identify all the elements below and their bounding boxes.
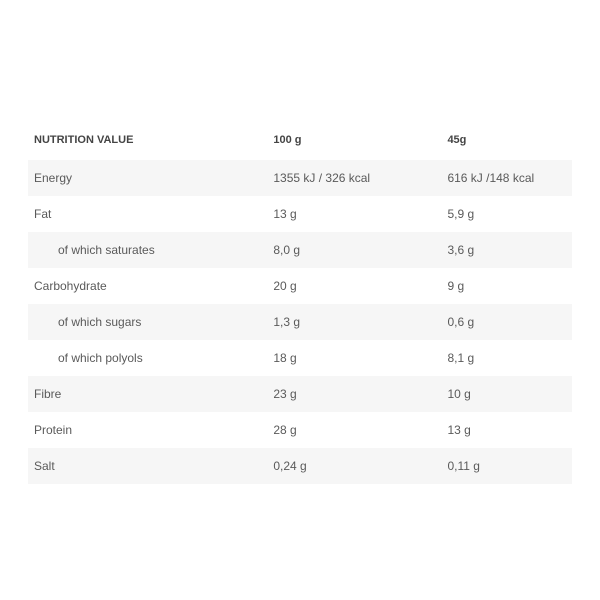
table-row: Fat 13 g 5,9 g	[28, 196, 572, 232]
table-row: Fibre 23 g 10 g	[28, 376, 572, 412]
table-row: Protein 28 g 13 g	[28, 412, 572, 448]
table-row: of which sugars 1,3 g 0,6 g	[28, 304, 572, 340]
cell-45g: 10 g	[441, 376, 572, 412]
cell-45g: 3,6 g	[441, 232, 572, 268]
cell-45g: 8,1 g	[441, 340, 572, 376]
cell-100g: 1355 kJ / 326 kcal	[267, 160, 441, 196]
col-header-45g: 45g	[441, 120, 572, 160]
cell-label: Carbohydrate	[28, 268, 267, 304]
cell-100g: 28 g	[267, 412, 441, 448]
cell-45g: 5,9 g	[441, 196, 572, 232]
cell-45g: 9 g	[441, 268, 572, 304]
cell-label: Fibre	[28, 376, 267, 412]
cell-45g: 616 kJ /148 kcal	[441, 160, 572, 196]
cell-label: Salt	[28, 448, 267, 484]
cell-label: Fat	[28, 196, 267, 232]
table-row: Salt 0,24 g 0,11 g	[28, 448, 572, 484]
cell-100g: 20 g	[267, 268, 441, 304]
cell-45g: 0,11 g	[441, 448, 572, 484]
col-header-100g: 100 g	[267, 120, 441, 160]
cell-100g: 0,24 g	[267, 448, 441, 484]
cell-100g: 1,3 g	[267, 304, 441, 340]
cell-label: of which saturates	[28, 232, 267, 268]
cell-label: of which sugars	[28, 304, 267, 340]
nutrition-table: NUTRITION VALUE 100 g 45g Energy 1355 kJ…	[28, 120, 572, 484]
table-row: of which polyols 18 g 8,1 g	[28, 340, 572, 376]
nutrition-table-body: Energy 1355 kJ / 326 kcal 616 kJ /148 kc…	[28, 160, 572, 484]
table-header-row: NUTRITION VALUE 100 g 45g	[28, 120, 572, 160]
cell-label: Energy	[28, 160, 267, 196]
cell-45g: 0,6 g	[441, 304, 572, 340]
cell-45g: 13 g	[441, 412, 572, 448]
cell-100g: 13 g	[267, 196, 441, 232]
cell-100g: 8,0 g	[267, 232, 441, 268]
table-row: Carbohydrate 20 g 9 g	[28, 268, 572, 304]
cell-label: of which polyols	[28, 340, 267, 376]
cell-label: Protein	[28, 412, 267, 448]
table-row: Energy 1355 kJ / 326 kcal 616 kJ /148 kc…	[28, 160, 572, 196]
cell-100g: 23 g	[267, 376, 441, 412]
col-header-label: NUTRITION VALUE	[28, 120, 267, 160]
cell-100g: 18 g	[267, 340, 441, 376]
table-row: of which saturates 8,0 g 3,6 g	[28, 232, 572, 268]
